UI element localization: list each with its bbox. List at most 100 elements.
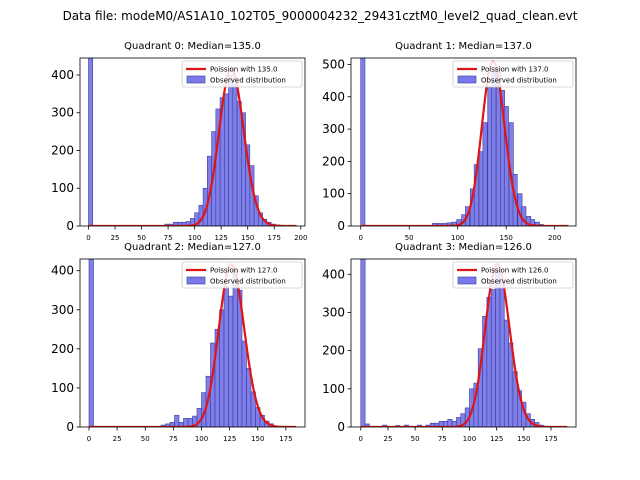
x-tick-label: 50 [137,234,146,242]
x-tick-label: 75 [169,435,178,443]
y-tick-label: 400 [51,68,74,82]
x-tick-label: 150 [499,234,512,242]
x-tick-label: 175 [268,234,281,242]
histogram-bar [534,221,540,226]
x-tick-label: 100 [188,234,201,242]
plot-area [360,259,568,427]
x-tick-label: 100 [451,234,464,242]
histogram-bar [499,281,505,427]
x-tick-label: 100 [195,435,208,443]
legend: Poission with 126.0 Observed distribution [452,261,574,289]
legend-bar-label: Observed distribution [481,77,557,85]
x-tick-label: 200 [294,234,307,242]
y-tick-label: 400 [322,267,345,281]
axes-frame [79,258,306,428]
x-tick-label: 25 [113,435,122,443]
x-tick-label: 75 [438,435,447,443]
y-tick-label: 200 [51,342,74,356]
histogram-bar [364,423,370,427]
axes-frame [350,57,577,227]
subplot-title: Quadrant 0: Median=135.0 [124,41,261,52]
histogram-bar [360,259,366,427]
legend-bar-swatch [457,276,477,285]
plot-area [360,58,569,226]
y-tick-label: 100 [322,187,345,201]
histogram-bar [219,309,225,427]
poisson-curve [88,67,297,226]
x-tick-label: 50 [141,435,150,443]
legend-bar-swatch [186,276,206,285]
y-tick-label: 300 [322,122,345,136]
legend-box [181,60,303,88]
y-tick-label: 400 [322,90,345,104]
subplot-grid: Quadrant 0: Median=135.0 0 100 200 300 400 0 25… [51,41,577,443]
histogram-bar [490,289,496,427]
y-tick-label: 200 [51,143,74,157]
legend-bar-swatch [186,75,206,84]
x-tick-label: 150 [241,234,254,242]
histogram-bar [360,58,366,226]
histogram-bar [491,70,497,226]
legend-bar-label: Observed distribution [481,278,557,286]
y-tick-label: 400 [51,264,74,278]
x-tick-label: 175 [279,435,292,443]
histogram-bar [432,223,438,226]
x-tick-label: 150 [251,435,264,443]
legend-bar-label: Observed distribution [210,278,286,286]
histogram-bar [174,414,180,427]
legend-line-label: Poission with 135.0 [210,66,278,74]
histogram-bar [228,74,234,226]
legend-line-label: Poission with 137.0 [481,66,549,74]
legend: Poission with 127.0 Observed distribution [181,261,303,289]
histogram-bar [503,319,509,427]
histogram-bar [236,101,242,226]
x-tick-label: 0 [87,435,91,443]
histogram-bar [473,164,479,226]
y-tick-label: 0 [66,420,74,434]
poisson-curve [89,263,296,427]
y-tick-label: 200 [322,344,345,358]
histogram-bar [228,295,234,427]
x-tick-label: 100 [463,435,476,443]
histogram-bar [88,58,94,226]
x-tick-label: 0 [358,234,362,242]
histogram-bar [232,84,238,226]
subplot-title: Quadrant 1: Median=137.0 [395,41,532,52]
x-tick-label: 75 [164,234,173,242]
y-tick-label: 0 [66,219,74,233]
x-tick-label: 125 [490,435,503,443]
y-tick-label: 200 [322,154,345,168]
x-tick-label: 50 [411,435,420,443]
histogram-bar [232,270,238,427]
subplot-quadrant-2: Quadrant 2: Median=127.0 0 100 200 300 400 0 25… [51,242,306,443]
histogram-bar [441,223,447,226]
x-tick-label: 50 [405,234,414,242]
poisson-curve [360,60,569,226]
subplot-quadrant-1: Quadrant 1: Median=137.00100200300400500… [322,41,577,242]
x-tick-label: 150 [517,435,530,443]
y-tick-label: 300 [322,305,345,319]
y-tick-label: 0 [337,219,345,233]
legend: Poission with 137.0 Observed distribution [452,60,574,88]
x-tick-label: 0 [359,435,363,443]
y-tick-label: 300 [51,106,74,120]
x-tick-label: 25 [111,234,120,242]
poisson-curve [360,263,568,427]
legend-line-label: Poission with 126.0 [481,267,549,275]
histogram-bar [88,259,94,427]
histogram-bar [437,223,442,226]
legend-bar-swatch [457,75,477,84]
y-tick-label: 100 [322,382,345,396]
legend-box [452,261,574,289]
subplot-quadrant-3: Quadrant 3: Median=126.0 0 100 200 300 400 0 25… [322,242,577,443]
subplot-title: Quadrant 2: Median=127.0 [124,242,261,253]
x-tick-label: 0 [86,234,90,242]
histogram-bar [482,122,488,226]
legend-box [181,261,303,289]
y-tick-label: 300 [51,303,74,317]
legend-line-label: Poission with 127.0 [210,267,278,275]
y-tick-label: 500 [322,57,345,71]
histogram-bar [495,270,501,427]
axes-frame [350,258,577,428]
